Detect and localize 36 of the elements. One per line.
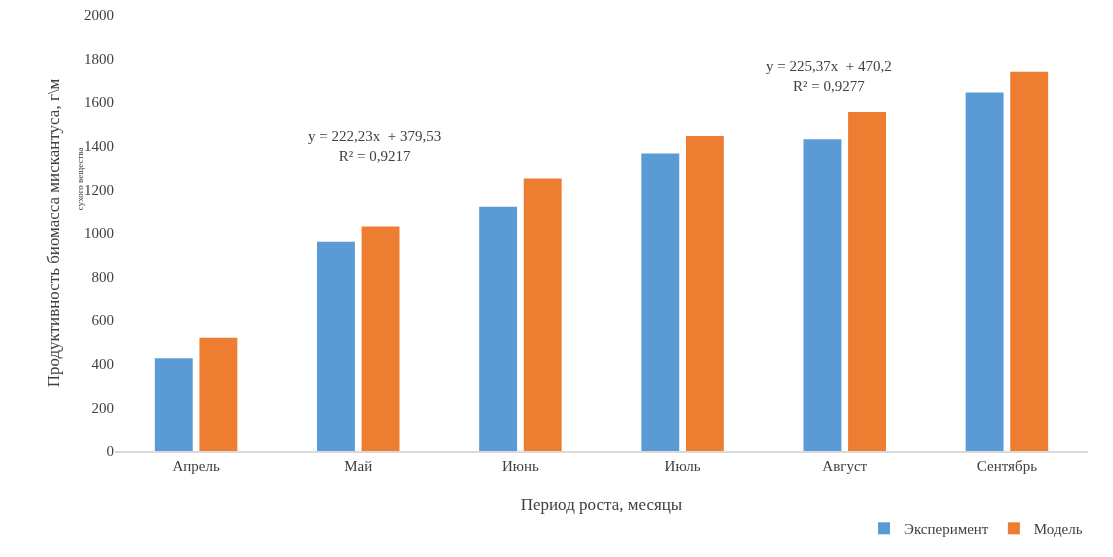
bar: [641, 153, 680, 451]
legend-label: Модель: [1033, 521, 1083, 538]
x-tick-label: Июнь: [501, 458, 540, 474]
y-tick-label: 2000: [84, 7, 114, 24]
y-axis-title: Продуктивность биомасса мискантуса, г\м: [43, 78, 63, 388]
bar: [154, 358, 193, 451]
y-tick-label: 200: [91, 399, 114, 416]
bar: [965, 92, 1004, 451]
bar: [803, 139, 842, 451]
bar: [199, 337, 238, 451]
x-tick-label: Апрель: [172, 458, 220, 474]
y-tick-label: 400: [91, 356, 114, 373]
x-tick-label: Май: [344, 458, 373, 474]
bar: [848, 112, 886, 451]
bar: [361, 226, 400, 451]
x-axis-title: Период роста, месяцы: [520, 494, 683, 514]
annotation: y = 222,23x + 379,53 R² = 0,9217: [308, 128, 442, 164]
text: сухого вещества: [75, 147, 86, 211]
bar: [1010, 71, 1049, 451]
x-tick-label: Июль: [664, 458, 701, 474]
y-tick-label: 1400: [84, 138, 114, 155]
y-tick-label: 1000: [84, 225, 114, 242]
x-tick-label: Сентябрь: [976, 458, 1038, 474]
y-tick-label: 800: [91, 268, 114, 285]
legend-label: Эксперимент: [904, 521, 989, 538]
bar: [523, 178, 562, 451]
y-tick-label: 0: [106, 443, 114, 460]
y-tick-label: 1800: [84, 50, 114, 67]
y-tick-label: 1600: [84, 94, 114, 111]
x-tick-label: Август: [822, 458, 868, 474]
y-tick-label: 1200: [84, 181, 114, 198]
y-tick-label: 600: [91, 312, 114, 329]
bar: [479, 206, 518, 451]
bar: [317, 241, 355, 451]
annotation: y = 225,37x + 470,2 R² = 0,9277: [766, 58, 892, 94]
bar: [685, 135, 724, 451]
